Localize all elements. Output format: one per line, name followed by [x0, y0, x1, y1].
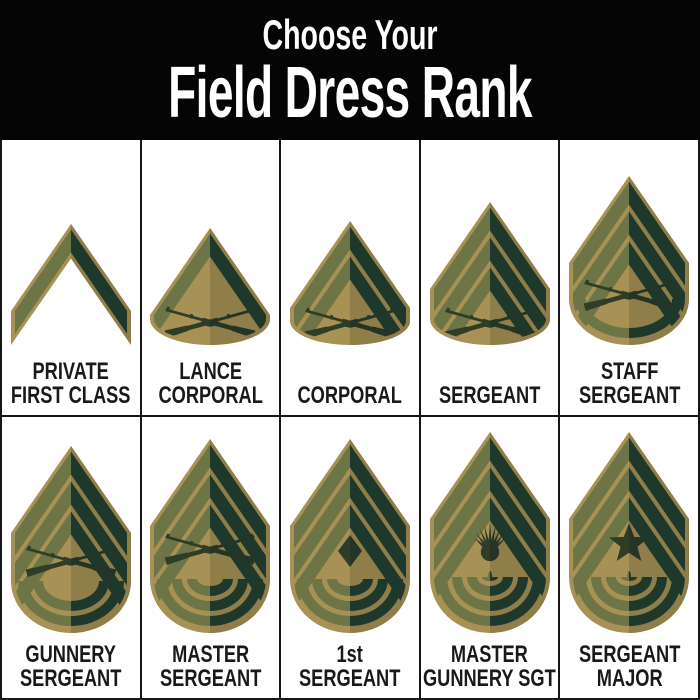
rank-option-first-sergeant[interactable]: 1st SERGEANT [281, 417, 419, 698]
rank-label-line: SERGEANT [578, 382, 680, 410]
rank-label-line: MAJOR [596, 665, 663, 693]
rank-option-staff-sergeant[interactable]: STAFF SERGEANT [560, 140, 698, 415]
rank-label-line: SERGEANT [578, 640, 680, 668]
rank-label-line: SERGEANT [20, 665, 122, 693]
rank-label-line: MASTER [451, 640, 529, 668]
insignia-art [429, 417, 550, 641]
rank-label-line: SERGEANT [299, 665, 401, 693]
rank-label: 1st SERGEANT [283, 641, 416, 698]
first-sergeant-insignia-icon [289, 439, 410, 633]
rank-option-sergeant-major[interactable]: SERGEANT MAJOR [560, 417, 698, 698]
rank-option-private-first-class[interactable]: PRIVATE FIRST CLASS [2, 140, 140, 415]
insignia-art [569, 140, 690, 358]
rank-label-line: PRIVATE [32, 357, 109, 385]
rank-label-line: LANCE [178, 357, 242, 385]
rank-label-line: GUNNERY SGT [423, 665, 556, 693]
rank-option-corporal[interactable]: CORPORAL [281, 140, 419, 415]
header: Choose Your Field Dress Rank [0, 0, 700, 140]
master-gunnery-sgt-insignia-icon [429, 432, 550, 633]
rank-option-master-sergeant[interactable]: MASTER SERGEANT [141, 417, 280, 698]
private-first-class-insignia-icon [10, 224, 131, 345]
rank-option-master-gunnery-sgt[interactable]: MASTER GUNNERY SGT [420, 417, 559, 698]
rank-option-lance-corporal[interactable]: LANCE CORPORAL [141, 140, 280, 415]
rank-label: MASTER SERGEANT [144, 641, 277, 698]
rank-label-line: STAFF [600, 357, 658, 385]
insignia-art [569, 417, 690, 641]
rank-label-line: SERGEANT [438, 382, 541, 410]
header-subtitle: Choose Your [262, 11, 438, 58]
rank-label: SERGEANT [423, 358, 556, 415]
staff-sergeant-insignia-icon [569, 176, 690, 345]
rank-label-line: GUNNERY [25, 640, 117, 668]
insignia-art [289, 417, 410, 641]
rank-label: LANCE CORPORAL [142, 358, 279, 415]
insignia-art [10, 140, 131, 358]
sergeant-major-insignia-icon [569, 432, 690, 633]
header-title: Field Dress Rank [168, 53, 532, 133]
insignia-art [10, 417, 131, 641]
gunnery-sergeant-insignia-icon [10, 446, 131, 633]
rank-option-sergeant[interactable]: SERGEANT [420, 140, 559, 415]
insignia-art [150, 140, 271, 358]
sergeant-insignia-icon [429, 202, 550, 345]
insignia-art [150, 417, 271, 641]
rank-option-gunnery-sergeant[interactable]: GUNNERY SERGEANT [2, 417, 140, 698]
rank-label-line: CORPORAL [297, 382, 403, 410]
rank-label-line: SERGEANT [159, 665, 262, 693]
corporal-insignia-icon [289, 221, 410, 345]
rank-label: SERGEANT MAJOR [563, 641, 696, 698]
rank-label: GUNNERY SERGEANT [4, 641, 137, 698]
master-sergeant-insignia-icon [150, 439, 271, 633]
rank-label: CORPORAL [281, 358, 418, 415]
rank-label-line: MASTER [171, 640, 249, 668]
rank-label-line: FIRST CLASS [11, 382, 131, 410]
insignia-art [289, 140, 410, 358]
rank-label: PRIVATE FIRST CLASS [2, 358, 140, 415]
insignia-art [429, 140, 550, 358]
rank-label: MASTER GUNNERY SGT [421, 641, 559, 698]
rank-label-line: 1st [336, 640, 364, 668]
lance-corporal-insignia-icon [150, 228, 271, 345]
rank-grid: PRIVATE FIRST CLASS LANCE CORPORAL CORPORAL S… [0, 140, 700, 700]
rank-label: STAFF SERGEANT [563, 358, 696, 415]
rank-label-line: CORPORAL [158, 382, 263, 410]
